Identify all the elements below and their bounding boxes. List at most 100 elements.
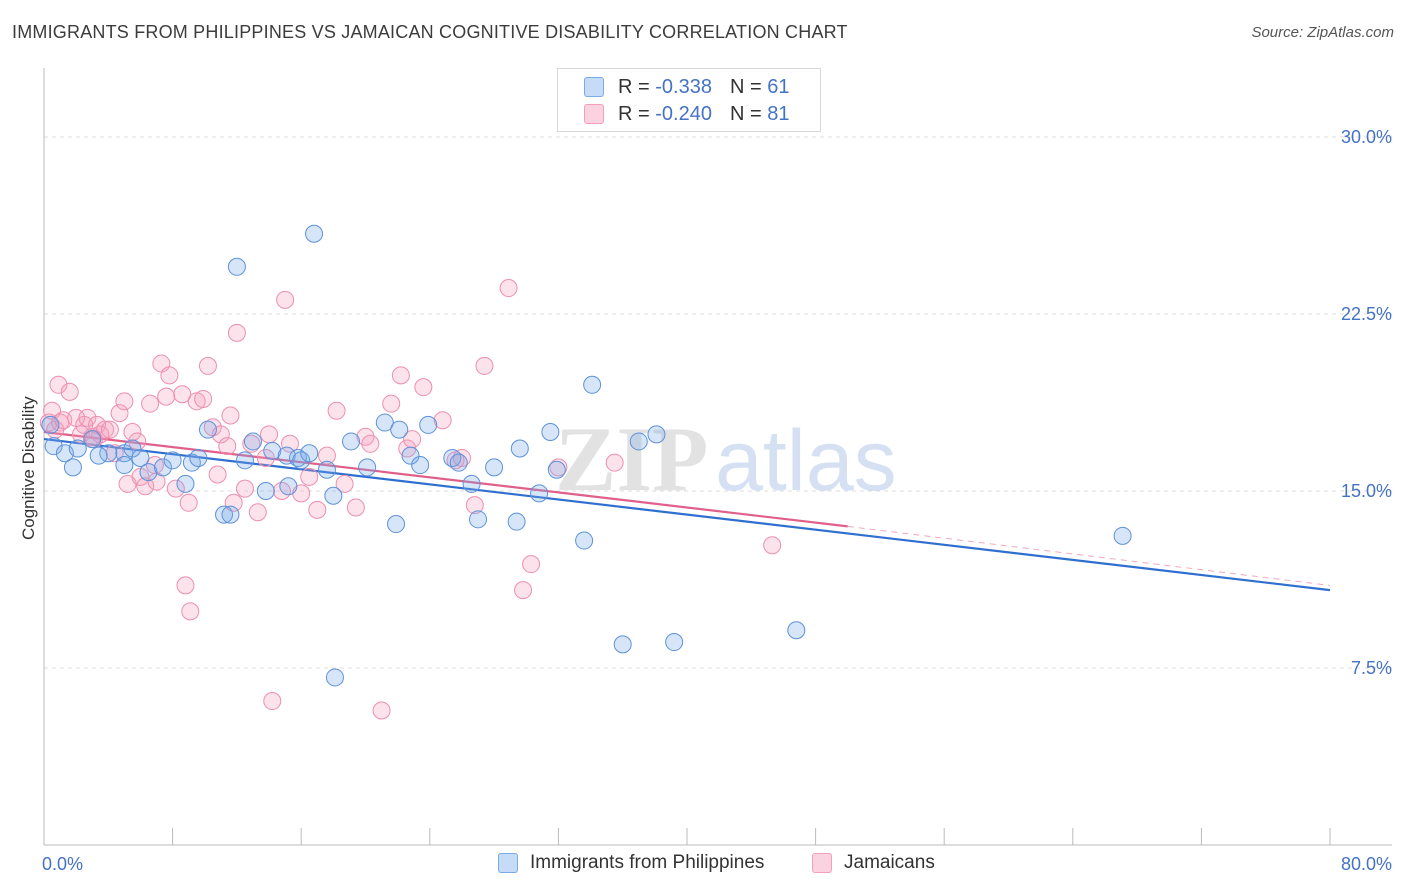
data-point-philippines	[507, 512, 526, 531]
data-point-jamaicans	[317, 446, 336, 465]
data-point-philippines	[443, 448, 462, 467]
data-point-philippines	[63, 458, 82, 477]
legend-row-philippines: R = -0.338 N = 61	[584, 75, 789, 99]
data-point-philippines	[198, 420, 217, 439]
legend-r-label: R =	[618, 75, 650, 98]
data-point-philippines	[277, 446, 296, 465]
data-point-philippines	[401, 446, 420, 465]
philippines-points	[41, 224, 1132, 687]
data-point-jamaicans	[605, 453, 624, 472]
data-point-jamaicans	[361, 434, 380, 453]
chart-title: IMMIGRANTS FROM PHILIPPINES VS JAMAICAN …	[12, 22, 848, 42]
data-point-jamaicans	[218, 437, 237, 456]
data-point-philippines	[189, 448, 208, 467]
data-point-philippines	[215, 505, 234, 524]
data-point-philippines	[787, 621, 806, 640]
data-point-jamaicans	[78, 408, 97, 427]
data-point-jamaicans	[160, 366, 179, 385]
data-point-jamaicans	[181, 602, 200, 621]
data-point-philippines	[485, 458, 504, 477]
data-point-jamaicans	[763, 536, 782, 555]
data-point-jamaicans	[433, 411, 452, 430]
data-point-jamaicans	[221, 406, 240, 425]
trend-line	[43, 430, 848, 528]
data-point-jamaicans	[173, 385, 192, 404]
data-point-jamaicans	[272, 482, 291, 500]
jamaicans-points	[39, 279, 782, 720]
data-point-jamaicans	[280, 434, 299, 453]
data-point-jamaicans	[141, 394, 160, 413]
data-point-jamaicans	[166, 479, 185, 498]
data-point-philippines	[510, 439, 529, 458]
bottom-legend-philippines: Immigrants from Philippines	[498, 852, 764, 874]
legend-r-value: -0.338	[655, 75, 712, 98]
legend-n-value: 81	[767, 102, 790, 125]
trend-line	[43, 437, 1331, 592]
trend-line	[847, 525, 1331, 586]
legend-swatch-pink	[584, 104, 604, 124]
data-point-jamaicans	[260, 425, 279, 444]
data-point-philippines	[325, 668, 344, 687]
legend-swatch-blue	[584, 77, 604, 97]
y-tick-label: 30.0%	[1341, 127, 1392, 147]
data-point-jamaicans	[522, 555, 541, 574]
data-point-philippines	[469, 510, 488, 529]
data-point-philippines	[541, 423, 560, 441]
data-point-jamaicans	[227, 323, 246, 342]
data-point-philippines	[324, 486, 343, 505]
data-point-jamaicans	[276, 290, 295, 309]
watermark-atlas: atlas	[715, 413, 897, 509]
data-point-philippines	[375, 413, 394, 432]
watermark: ZIP atlas	[555, 408, 897, 510]
data-point-philippines	[89, 446, 108, 465]
bottom-legend-label: Immigrants from Philippines	[530, 852, 765, 873]
data-point-jamaicans	[105, 444, 124, 463]
legend-n-label: N =	[729, 75, 762, 98]
data-point-philippines	[665, 633, 684, 652]
data-point-jamaicans	[300, 467, 319, 486]
data-point-jamaicans	[372, 701, 391, 720]
data-point-jamaicans	[100, 420, 119, 439]
data-point-philippines	[411, 456, 430, 475]
legend-r-value: -0.240	[655, 102, 712, 125]
data-point-philippines	[256, 482, 275, 500]
data-point-philippines	[227, 257, 246, 276]
data-point-jamaicans	[382, 394, 401, 413]
data-point-philippines	[575, 531, 594, 550]
data-point-jamaicans	[308, 500, 327, 519]
data-point-jamaicans	[452, 448, 471, 467]
data-point-jamaicans	[179, 493, 198, 512]
bottom-legend-label: Jamaicans	[844, 852, 935, 873]
tick-labels: 7.5% 15.0% 22.5% 30.0% 0.0% 80.0%	[42, 127, 1392, 874]
data-point-philippines	[288, 448, 307, 467]
data-point-philippines	[305, 224, 324, 243]
data-point-jamaicans	[235, 479, 254, 498]
data-point-philippines	[44, 437, 63, 456]
data-point-philippines	[462, 474, 481, 493]
legend-n-value: 61	[767, 75, 790, 98]
data-point-jamaicans	[499, 279, 518, 298]
data-point-philippines	[342, 432, 361, 451]
y-tick-label: 22.5%	[1341, 304, 1392, 324]
data-point-philippines	[163, 451, 182, 470]
bottom-legend-jamaicans: Jamaicans	[812, 852, 935, 874]
data-point-philippines	[390, 420, 409, 439]
legend-r-label: R =	[618, 102, 650, 125]
axes	[43, 68, 1392, 846]
data-point-philippines	[83, 430, 102, 449]
legend-n-label: N =	[729, 102, 762, 125]
data-point-jamaicans	[346, 498, 365, 517]
data-point-jamaicans	[49, 375, 68, 394]
data-point-jamaicans	[327, 401, 346, 420]
stats-legend: R = -0.338 N = 61 R = -0.240 N = 81	[557, 68, 821, 132]
y-axis-label: Cognitive Disability	[19, 396, 38, 540]
data-point-philippines	[176, 474, 195, 493]
data-point-jamaicans	[248, 503, 267, 522]
data-point-philippines	[182, 453, 201, 472]
data-point-philippines	[41, 415, 60, 434]
data-point-jamaicans	[208, 465, 227, 484]
data-point-philippines	[1113, 526, 1132, 545]
data-point-philippines	[647, 425, 666, 444]
bottom-legend-swatch-pink	[812, 853, 832, 873]
data-point-philippines	[317, 460, 336, 479]
